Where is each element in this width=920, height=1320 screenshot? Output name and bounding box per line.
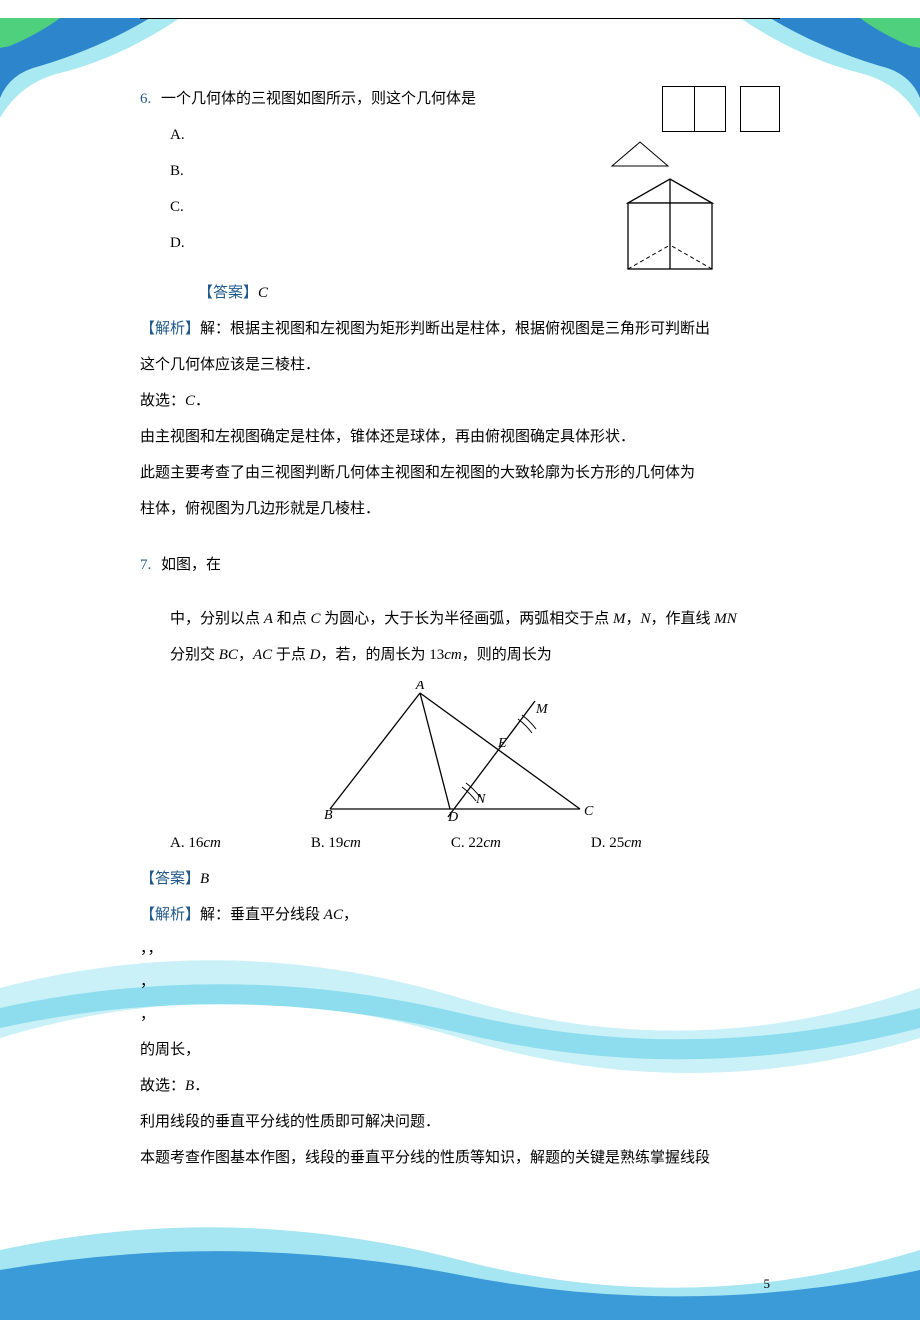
- q6-number: 6.: [140, 91, 151, 107]
- q7-number: 7.: [140, 557, 151, 573]
- q7-analysis-rest-0: 的周长，: [140, 1032, 780, 1068]
- q7-answer: 【答案】B: [140, 861, 780, 897]
- q6-answer-value: C: [258, 285, 268, 301]
- bg-wave-bottom: [0, 1220, 920, 1320]
- svg-text:M: M: [535, 702, 549, 717]
- q7-option-d[interactable]: D. 25cm: [591, 825, 642, 861]
- q7-body-1: 分别交 BC，AC 于点 D，若，的周长为 13cm，则的周长为: [170, 637, 780, 673]
- analysis-label: 【解析】: [140, 321, 200, 337]
- top-view-icon: [610, 140, 670, 168]
- side-view-icon: [740, 86, 780, 132]
- q6-prompt-text: 一个几何体的三视图如图所示，则这个几何体是: [161, 91, 476, 107]
- answer-label: 【答案】: [140, 871, 200, 887]
- q7-analysis-rest-2: 利用线段的垂直平分线的性质即可解决问题．: [140, 1104, 780, 1140]
- q7-option-c[interactable]: C. 22cm: [451, 825, 501, 861]
- front-view-icon: [662, 86, 726, 132]
- q6-analysis-line-0: 【解析】解：根据主视图和左视图为矩形判断出是柱体，根据俯视图是三角形可判断出: [140, 311, 780, 347]
- q7-comma-1: ，: [140, 966, 780, 999]
- prism-icon: [610, 173, 730, 281]
- q6-analysis-line-5: 柱体，俯视图为几边形就是几棱柱．: [140, 491, 780, 527]
- question-6: 6. 一个几何体的三视图如图所示，则这个几何体是 A. B. C. D. 【答案…: [140, 81, 780, 527]
- q6-analysis-line-3: 由主视图和左视图确定是柱体，锥体还是球体，再由俯视图确定具体形状．: [140, 419, 780, 455]
- q7-option-a[interactable]: A. 16cm: [170, 825, 221, 861]
- svg-text:N: N: [475, 792, 486, 807]
- q6-figures: [610, 86, 780, 286]
- q7-comma-0: ，，: [140, 933, 780, 966]
- q7-prompt: 7. 如图，在: [140, 547, 780, 583]
- q6-analysis-line-1: 这个几何体应该是三棱柱．: [140, 347, 780, 383]
- q7-analysis-rest-3: 本题考查作图基本作图，线段的垂直平分线的性质等知识，解题的关键是熟练掌握线段: [140, 1140, 780, 1176]
- page-number: 5: [764, 1276, 771, 1292]
- q7-options: A. 16cm B. 19cm C. 22cm D. 25cm: [170, 825, 780, 861]
- answer-label: 【答案】: [198, 285, 258, 301]
- svg-text:C: C: [584, 804, 594, 819]
- svg-text:D: D: [447, 810, 458, 821]
- q7-prompt-text: 如图，在: [161, 557, 221, 573]
- analysis-label: 【解析】: [140, 907, 200, 923]
- q7-analysis-rest-1: 故选：B．: [140, 1068, 780, 1104]
- q7-answer-value: B: [200, 871, 209, 887]
- q7-comma-2: ，: [140, 999, 780, 1032]
- q7-figure: A B C D E M N: [320, 681, 600, 821]
- q6-analysis-line-2: 故选：C．: [140, 383, 780, 419]
- page-content: 6. 一个几何体的三视图如图所示，则这个几何体是 A. B. C. D. 【答案…: [140, 18, 780, 1176]
- svg-text:E: E: [497, 736, 507, 751]
- svg-text:B: B: [324, 808, 333, 821]
- question-7: 7. 如图，在 中，分别以点 A 和点 C 为圆心，大于长为半径画弧，两弧相交于…: [140, 547, 780, 1176]
- q7-body-0: 中，分别以点 A 和点 C 为圆心，大于长为半径画弧，两弧相交于点 M，N，作直…: [170, 601, 780, 637]
- q6-analysis-line-4: 此题主要考查了由三视图判断几何体主视图和左视图的大致轮廓为长方形的几何体为: [140, 455, 780, 491]
- q7-option-b[interactable]: B. 19cm: [311, 825, 361, 861]
- q7-analysis-first: 【解析】解：垂直平分线段 AC，: [140, 897, 780, 933]
- svg-text:A: A: [415, 681, 425, 693]
